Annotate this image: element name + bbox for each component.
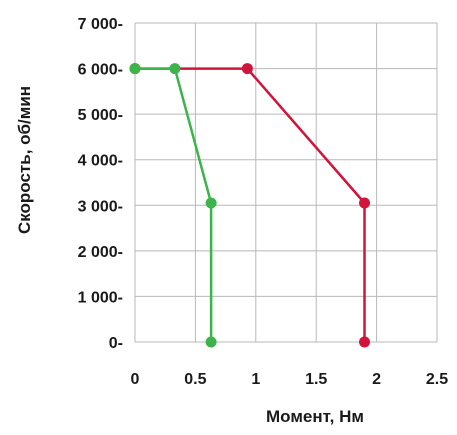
- series-line: [135, 67, 366, 342]
- y-axis-ticks: 0- 1 000- 2 000- 3 000- 4 000- 5 000- 6 000- 7 …: [78, 16, 123, 352]
- x-tick-label: 0: [131, 371, 140, 388]
- series-line: [135, 67, 213, 342]
- data-point: [205, 197, 217, 209]
- data-point: [129, 63, 141, 75]
- x-tick-label: 0.5: [184, 371, 206, 388]
- x-tick-label: 1: [251, 371, 260, 388]
- grid: [134, 22, 438, 343]
- data-point: [359, 197, 371, 209]
- x-tick-label: 1.5: [305, 371, 327, 388]
- y-tick-label: 1 000-: [78, 289, 123, 306]
- y-tick-label: 2 000-: [78, 244, 123, 261]
- x-tick-label: 2: [372, 371, 381, 388]
- y-tick-label: 3 000-: [78, 198, 123, 215]
- data-point: [169, 63, 181, 75]
- x-tick-label: 2.5: [426, 371, 448, 388]
- y-tick-label: 4 000-: [78, 153, 123, 170]
- data-point: [359, 336, 371, 348]
- series-group: [129, 63, 371, 348]
- x-axis-label: Момент, Нм: [266, 407, 364, 426]
- x-axis-ticks: 0 0.5 1 1.5 2 2.5: [131, 371, 449, 388]
- y-tick-label: 5 000-: [78, 107, 123, 124]
- data-point: [205, 336, 217, 348]
- y-axis-label: Скорость, об/мин: [15, 86, 34, 234]
- y-tick-label: 0-: [109, 335, 123, 352]
- y-tick-label: 6 000-: [78, 62, 123, 79]
- y-tick-label: 7 000-: [78, 16, 123, 33]
- series-2: [129, 63, 217, 348]
- data-point: [241, 63, 253, 75]
